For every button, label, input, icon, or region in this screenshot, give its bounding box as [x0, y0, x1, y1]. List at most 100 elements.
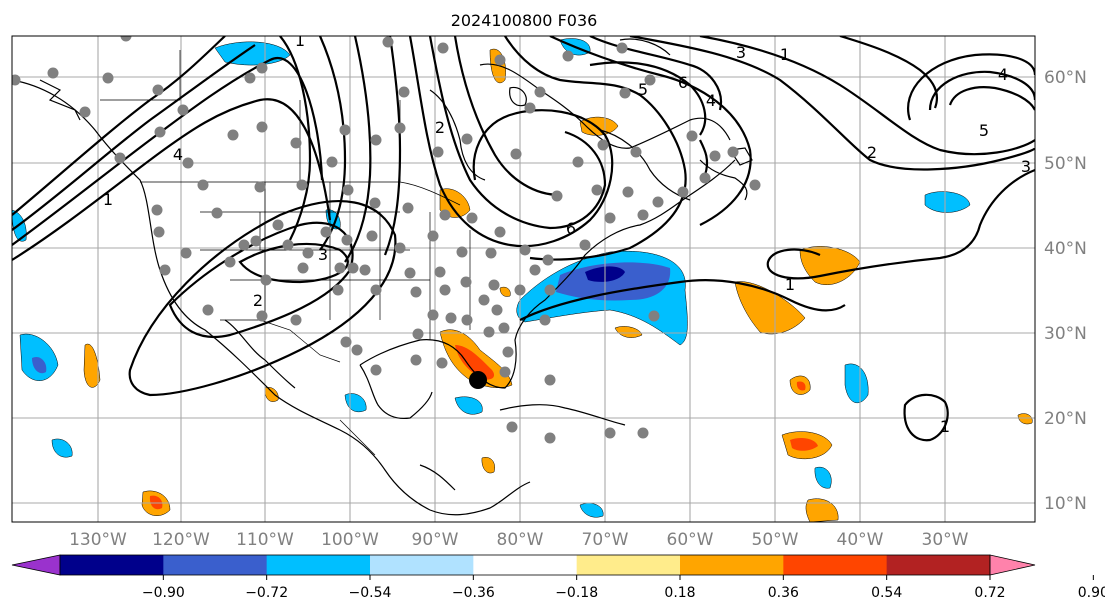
station-marker — [369, 197, 381, 209]
contour-label: 1 — [940, 417, 950, 436]
station-markers — [12, 36, 761, 444]
station-marker — [494, 54, 506, 66]
colorbar-tick-label: −0.18 — [555, 585, 598, 601]
station-marker — [544, 374, 556, 386]
contour-label: 2 — [253, 291, 263, 310]
station-marker — [12, 74, 21, 86]
contour-label: 1 — [780, 45, 790, 64]
station-marker — [579, 239, 591, 251]
colorbar-tick-label: −0.72 — [245, 585, 288, 601]
contour-label: 5 — [979, 121, 989, 140]
station-marker — [562, 50, 574, 62]
station-marker — [256, 310, 268, 322]
station-marker — [159, 264, 171, 276]
station-marker — [326, 156, 338, 168]
station-marker — [539, 314, 551, 326]
lon-label: 30°W — [922, 530, 969, 550]
station-marker — [182, 157, 194, 169]
station-marker — [402, 202, 414, 214]
station-marker — [412, 328, 424, 340]
contour-label: 2 — [435, 118, 445, 137]
colorbar-tick-label: 0.36 — [768, 585, 799, 601]
station-marker — [727, 146, 739, 158]
contour-label: 5 — [638, 80, 648, 99]
station-marker — [370, 364, 382, 376]
contour-label: 6 — [566, 219, 576, 238]
station-marker — [432, 146, 444, 158]
station-marker — [439, 209, 451, 221]
contour-label: 3 — [318, 245, 328, 264]
station-marker — [437, 42, 449, 54]
station-marker — [227, 129, 239, 141]
lon-label: 60°W — [667, 530, 714, 550]
lon-label: 100°W — [321, 530, 379, 550]
station-marker — [648, 310, 660, 322]
lat-label: 30°N — [1044, 324, 1087, 344]
station-marker — [202, 304, 214, 316]
station-marker — [320, 226, 332, 238]
station-marker — [478, 294, 490, 306]
colorbar-tick-label: 0.54 — [871, 585, 902, 601]
station-marker — [366, 230, 378, 242]
station-marker — [351, 344, 363, 356]
station-marker — [616, 42, 628, 54]
station-marker — [151, 204, 163, 216]
station-marker — [394, 122, 406, 134]
colorbar-segment — [680, 555, 784, 575]
station-marker — [652, 196, 664, 208]
station-marker — [485, 247, 497, 259]
colorbar-segment — [576, 555, 681, 575]
station-marker — [282, 239, 294, 251]
contour-label: 4 — [998, 65, 1008, 84]
station-marker — [394, 242, 406, 254]
station-marker — [502, 346, 514, 358]
contour-label: 4 — [706, 91, 716, 110]
lon-label: 40°W — [837, 530, 884, 550]
station-marker — [256, 121, 268, 133]
station-marker — [152, 84, 164, 96]
station-marker — [604, 427, 616, 439]
colorbar-segment — [60, 555, 164, 575]
station-marker — [534, 86, 546, 98]
lat-label: 20°N — [1044, 409, 1087, 429]
colorbar-tick-label: −0.90 — [142, 585, 185, 601]
station-marker — [551, 190, 563, 202]
station-marker — [749, 179, 761, 191]
station-marker — [272, 219, 284, 231]
lon-label: 80°W — [497, 530, 544, 550]
station-marker — [604, 212, 616, 224]
latitude-labels: 60°N 50°N 40°N 30°N 20°N 10°N — [1044, 68, 1087, 514]
station-marker — [260, 274, 272, 286]
colorbar-tick-label: −0.36 — [452, 585, 495, 601]
station-marker — [494, 226, 506, 238]
station-marker — [382, 36, 394, 48]
station-marker — [404, 267, 416, 279]
station-marker — [297, 262, 309, 274]
station-marker — [342, 184, 354, 196]
station-marker — [410, 354, 422, 366]
station-marker — [436, 357, 448, 369]
storm-center-marker — [469, 371, 487, 389]
station-marker — [709, 150, 721, 162]
longitude-labels: 130°W 120°W 110°W 100°W 90°W 80°W 70°W 6… — [69, 530, 969, 550]
station-marker — [153, 226, 165, 238]
station-marker — [244, 72, 256, 84]
station-marker — [591, 184, 603, 196]
colorbar-tick-label: 0.18 — [664, 585, 695, 601]
station-marker — [519, 244, 531, 256]
station-marker — [644, 74, 656, 86]
station-marker — [488, 279, 500, 291]
station-marker — [211, 207, 223, 219]
station-marker — [427, 230, 439, 242]
station-marker — [514, 284, 526, 296]
station-marker — [256, 62, 268, 74]
lon-label: 110°W — [236, 530, 294, 550]
lat-label: 40°N — [1044, 239, 1087, 259]
station-marker — [290, 314, 302, 326]
station-marker — [677, 186, 689, 198]
colorbar: −0.90 −0.72 −0.54 −0.36 −0.18 0.18 0.36 0.54 0.7… — [11, 554, 1105, 601]
station-marker — [290, 137, 302, 149]
station-marker — [410, 286, 422, 298]
station-marker — [637, 427, 649, 439]
